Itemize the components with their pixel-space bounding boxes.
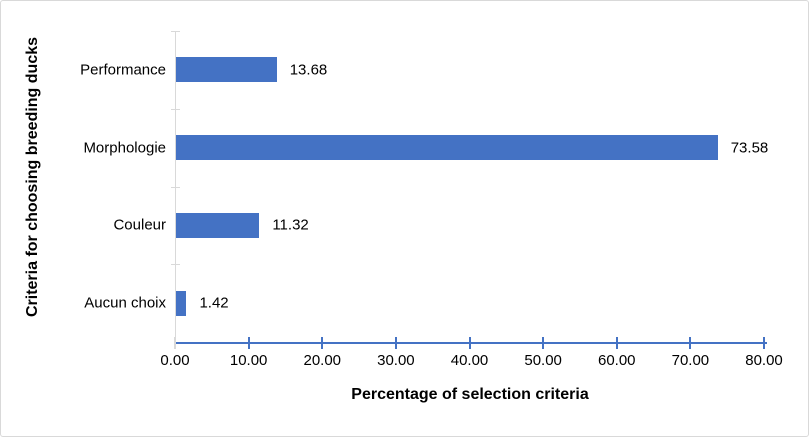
bar-morphologie bbox=[176, 135, 718, 161]
value-axis-tick bbox=[321, 337, 324, 349]
category-label: Aucun choix bbox=[84, 294, 166, 312]
category-axis-line bbox=[175, 31, 176, 349]
value-axis-tick-label: 20.00 bbox=[303, 352, 342, 369]
value-axis-tick-label: 40.00 bbox=[450, 352, 489, 369]
category-label: Performance bbox=[80, 61, 166, 79]
value-label: 73.58 bbox=[730, 139, 769, 157]
y-axis-title: Criteria for choosing breeding ducks bbox=[24, 36, 41, 318]
category-axis-tick bbox=[171, 31, 180, 32]
value-axis-tick bbox=[247, 337, 250, 349]
value-axis-tick-label: 60.00 bbox=[597, 352, 636, 369]
value-axis-tick-label: 30.00 bbox=[377, 352, 415, 369]
category-axis-tick bbox=[171, 264, 180, 266]
bar-couleur bbox=[176, 212, 260, 238]
value-axis-tick-label: 70.00 bbox=[671, 352, 710, 369]
value-axis-line bbox=[175, 342, 767, 344]
bar-aucun-choix bbox=[176, 290, 187, 316]
category-axis-tick bbox=[171, 186, 180, 188]
value-axis-tick-label: 50.00 bbox=[524, 352, 562, 369]
value-label: 11.32 bbox=[272, 216, 309, 234]
value-axis-tick bbox=[763, 337, 765, 349]
x-axis-title: Percentage of selection criteria bbox=[351, 386, 589, 403]
bar-performance bbox=[176, 57, 277, 83]
category-label: Couleur bbox=[113, 216, 166, 234]
value-axis-tick bbox=[689, 337, 692, 349]
value-axis-tick bbox=[174, 337, 176, 349]
value-label: 13.68 bbox=[289, 61, 328, 79]
value-axis-tick bbox=[468, 337, 471, 349]
value-axis-tick-label: 80.00 bbox=[745, 352, 783, 369]
value-axis-tick bbox=[615, 337, 618, 349]
value-axis-tick-label: 0.00 bbox=[160, 352, 190, 369]
value-axis-tick bbox=[394, 337, 397, 349]
category-label: Morphologie bbox=[83, 139, 166, 157]
value-axis-tick-label: 10.00 bbox=[229, 352, 268, 369]
value-label: 1.42 bbox=[199, 294, 229, 312]
value-axis-tick bbox=[542, 337, 545, 349]
category-axis-tick bbox=[171, 108, 180, 110]
